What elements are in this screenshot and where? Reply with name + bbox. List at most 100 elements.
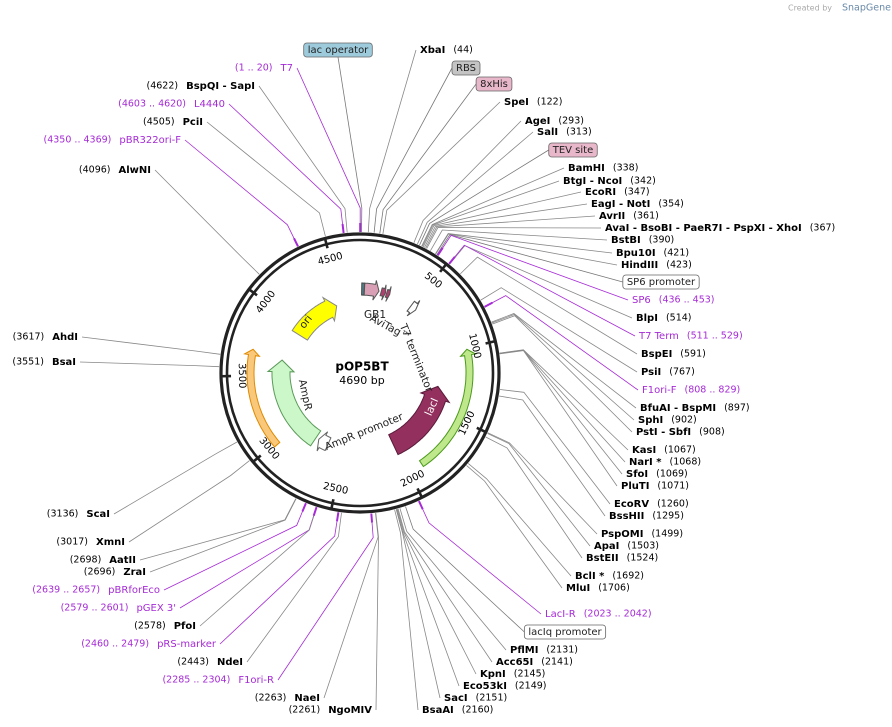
primer-position: (2023 .. 2042) — [584, 609, 652, 620]
leader-line — [81, 336, 221, 355]
leader-line — [79, 361, 220, 368]
primer-position: (2460 .. 2479) — [81, 639, 149, 650]
leader-line — [484, 295, 639, 391]
leader-line — [435, 233, 618, 266]
site-name: AvaI - BsoBI - PaeR7I - PspXI - XhoI — [605, 223, 802, 234]
primer-mark — [335, 512, 340, 522]
site-name: AlwNI — [119, 165, 152, 176]
site-name: BfuAI - BspMI — [640, 403, 716, 414]
site-position: (1260) — [657, 499, 689, 510]
t7-terminator-arrow — [406, 300, 421, 317]
site-name: Eco53kI — [463, 681, 507, 692]
site-position: (2443) — [177, 657, 209, 668]
feature-box — [451, 60, 481, 76]
site-name: AatII — [109, 555, 136, 566]
ruler-label: 2500 — [322, 481, 349, 497]
site-name: PciI — [183, 117, 203, 128]
leader-line — [246, 512, 342, 663]
ruler-label: 3500 — [236, 363, 248, 389]
ampr-promoter-arrow — [316, 431, 332, 452]
site-name: AgeI — [525, 116, 550, 127]
leader-line — [499, 389, 611, 505]
site-position: (2698) — [70, 555, 102, 566]
primer-name: L4440 — [194, 99, 225, 110]
site-position: (1524) — [627, 553, 659, 564]
leader-line — [499, 350, 618, 487]
site-position: (1067) — [664, 445, 696, 456]
site-position: (2160) — [462, 705, 494, 716]
green-track — [418, 348, 477, 468]
ruler-tick — [485, 339, 496, 345]
ruler-label: 4500 — [317, 251, 344, 268]
site-name: BsaAI — [422, 705, 454, 716]
primer-name: pBRforEco — [108, 585, 160, 596]
site-name: NdeI — [217, 657, 243, 668]
leader-line — [163, 503, 307, 591]
feature-box-label: TEV site — [552, 145, 594, 156]
credit: Created by — [788, 4, 832, 13]
site-position: (1692) — [612, 571, 644, 582]
site-position: (2263) — [255, 693, 287, 704]
leader-line — [405, 506, 525, 633]
ruler-label: 500 — [422, 271, 444, 291]
site-position: (767) — [669, 367, 695, 378]
site-position: (4505) — [143, 117, 175, 128]
site-name: PluTI — [621, 481, 649, 492]
site-name: HindIII — [621, 260, 658, 271]
site-position: (293) — [558, 116, 584, 127]
gb1-arrow — [363, 280, 380, 301]
leader-line — [373, 67, 453, 233]
feature-box-label: SP6 promoter — [627, 277, 696, 288]
ruler-tick — [252, 454, 262, 463]
inner-ring — [225, 238, 495, 508]
primer-name: pGEX 3' — [136, 603, 176, 614]
site-name: BsaI — [52, 357, 76, 368]
primer-mark — [484, 301, 493, 308]
avitag-arrow — [379, 284, 387, 301]
leader-line — [128, 460, 250, 543]
site-name: EcoRI — [585, 187, 616, 198]
leader-line — [396, 508, 477, 675]
primer-name: F1ori-R — [238, 675, 274, 686]
leader-line — [154, 169, 260, 275]
ruler-label: 4000 — [254, 289, 278, 316]
feature-box-label: lac operator — [308, 45, 369, 56]
site-position: (1295) — [652, 511, 684, 522]
site-position: (390) — [649, 235, 675, 246]
feature-box-label: lacIq promoter — [528, 627, 602, 638]
leader-line — [491, 314, 635, 421]
site-name: PstI - SbfI — [636, 427, 691, 438]
leader-line — [448, 244, 636, 337]
primer-name: F1ori-F — [642, 385, 677, 396]
leader-line — [491, 313, 637, 409]
leader-line — [426, 227, 602, 249]
site-position: (338) — [613, 163, 639, 174]
feature-box — [475, 76, 513, 92]
brand: SnapGene — [842, 3, 891, 14]
plasmid-size: 4690 bp — [339, 374, 384, 387]
leader-line — [206, 121, 326, 237]
leader-line — [460, 256, 638, 355]
site-name: PsiI — [641, 367, 661, 378]
leader-line — [487, 433, 591, 547]
site-name: NgoMIV — [328, 705, 372, 716]
site-name: ZraI — [123, 567, 146, 578]
feature-box — [523, 624, 607, 640]
site-position: (2261) — [289, 705, 321, 716]
ruler-tick — [323, 238, 329, 249]
site-position: (367) — [810, 223, 836, 234]
site-position: (2151) — [476, 693, 508, 704]
site-position: (423) — [666, 260, 692, 271]
primer-position: (2285 .. 2304) — [162, 675, 230, 686]
leader-line — [394, 509, 419, 711]
site-position: (1071) — [657, 481, 689, 492]
site-name: SacI — [444, 693, 468, 704]
site-position: (3551) — [12, 357, 44, 368]
site-position: (1068) — [669, 457, 701, 468]
leader-line — [436, 234, 623, 283]
leader-line — [480, 287, 638, 373]
site-name: NarI * — [629, 457, 662, 468]
feature-box — [548, 142, 598, 158]
site-position: (2141) — [541, 657, 573, 668]
orange-track — [243, 348, 281, 448]
